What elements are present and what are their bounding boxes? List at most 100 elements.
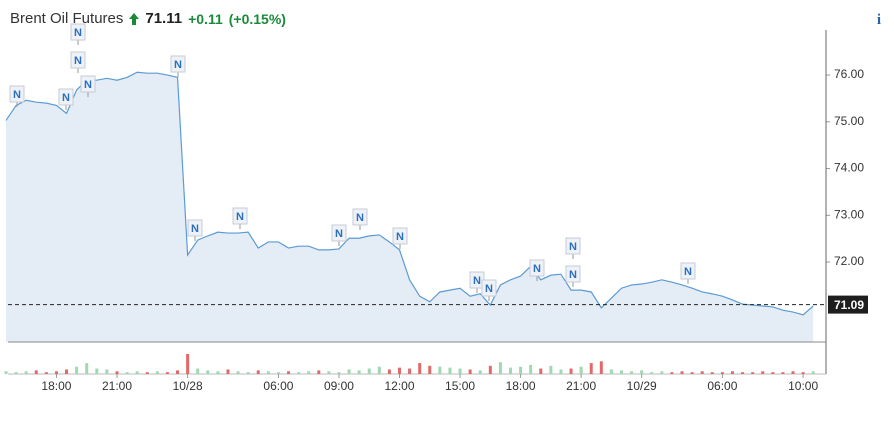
- volume-bar: [317, 370, 321, 374]
- volume-bar: [176, 370, 180, 374]
- x-tick-label: 21:00: [102, 379, 132, 393]
- volume-bar: [650, 372, 654, 374]
- x-tick-label: 18:00: [506, 379, 536, 393]
- news-marker[interactable]: N: [70, 23, 86, 45]
- x-tick-label: 15:00: [445, 379, 475, 393]
- volume-bar: [125, 372, 129, 374]
- news-label: N: [74, 27, 82, 39]
- volume-bar: [478, 370, 482, 374]
- volume-bar: [377, 366, 381, 374]
- news-label: N: [13, 89, 21, 101]
- volume-bar: [408, 368, 412, 374]
- volume-bar: [589, 363, 593, 374]
- x-tick-label: 18:00: [41, 379, 71, 393]
- volume-bar: [660, 371, 664, 374]
- x-tick-label: 09:00: [324, 379, 354, 393]
- volume-bar: [599, 361, 603, 374]
- volume-bar: [549, 365, 553, 374]
- volume-bar: [539, 368, 543, 374]
- news-box: [9, 85, 25, 103]
- news-label: N: [236, 211, 244, 223]
- volume-bar: [488, 365, 492, 374]
- volume-bar: [730, 371, 734, 374]
- news-marker[interactable]: N: [680, 262, 696, 284]
- volume-bar: [630, 371, 634, 374]
- news-marker[interactable]: N: [58, 88, 74, 110]
- volume-bar: [216, 371, 220, 374]
- volume-bar: [579, 366, 583, 374]
- news-marker[interactable]: N: [232, 207, 248, 229]
- y-tick-label: 74.00: [834, 161, 864, 175]
- volume-bar: [387, 369, 391, 374]
- volume-bar: [357, 370, 361, 374]
- x-tick-label: 21:00: [566, 379, 596, 393]
- volume-bar: [428, 365, 432, 374]
- volume-bar: [609, 369, 613, 374]
- volume-bar: [186, 354, 190, 374]
- volume-bar: [418, 363, 422, 374]
- news-marker[interactable]: N: [352, 208, 368, 230]
- price-change-pct: (+0.15%): [228, 10, 286, 27]
- volume-bar: [438, 366, 442, 374]
- volume-bar: [256, 370, 260, 374]
- news-marker[interactable]: N: [529, 259, 545, 281]
- volume-bar: [347, 369, 351, 374]
- volume-bar: [619, 370, 623, 374]
- news-marker[interactable]: N: [481, 279, 497, 301]
- volume-bar: [85, 363, 89, 374]
- news-box: [70, 51, 86, 69]
- news-marker[interactable]: N: [565, 265, 581, 287]
- news-box: [331, 224, 347, 242]
- news-marker[interactable]: N: [187, 219, 203, 241]
- x-tick-label: 06:00: [707, 379, 737, 393]
- volume-bar: [811, 371, 815, 374]
- volume-bar: [95, 368, 99, 374]
- volume-bar: [741, 372, 745, 374]
- volume-bar: [155, 371, 159, 374]
- news-label: N: [569, 241, 577, 253]
- volume-bar: [307, 371, 311, 374]
- news-box: [232, 207, 248, 225]
- y-tick-label: 76.00: [834, 67, 864, 81]
- x-tick-label: 10/29: [627, 379, 657, 393]
- news-box: [529, 259, 545, 277]
- news-marker[interactable]: N: [9, 85, 25, 107]
- news-box: [170, 55, 186, 73]
- news-marker[interactable]: N: [70, 51, 86, 73]
- news-label: N: [191, 223, 199, 235]
- volume-bar: [559, 369, 563, 374]
- news-label: N: [335, 228, 343, 240]
- x-tick-label: 10:00: [788, 379, 818, 393]
- volume-bar: [226, 369, 230, 374]
- info-button[interactable]: i: [876, 12, 882, 28]
- news-marker[interactable]: N: [80, 75, 96, 97]
- news-box: [565, 265, 581, 283]
- news-label: N: [473, 275, 481, 287]
- volume-bar: [700, 371, 704, 374]
- last-value-label: 71.09: [834, 298, 864, 312]
- news-marker[interactable]: N: [565, 237, 581, 259]
- news-marker[interactable]: N: [331, 224, 347, 246]
- volume-bar: [34, 370, 38, 374]
- price-line: [5, 71, 814, 316]
- price-area: [6, 72, 814, 343]
- news-label: N: [684, 266, 692, 278]
- news-label: N: [533, 263, 541, 275]
- last-price: 71.11: [145, 10, 183, 27]
- volume-bar: [206, 370, 210, 374]
- volume-bar: [196, 368, 200, 374]
- news-marker[interactable]: N: [170, 55, 186, 77]
- volume-bar: [75, 366, 79, 374]
- news-marker[interactable]: N: [392, 227, 408, 249]
- news-box: [565, 237, 581, 255]
- news-label: N: [174, 59, 182, 71]
- volume-bar: [640, 370, 644, 374]
- volume-bar: [246, 372, 250, 374]
- news-box: [392, 227, 408, 245]
- volume-bar: [498, 362, 502, 374]
- news-box: [481, 279, 497, 297]
- y-tick-label: 75.00: [834, 114, 864, 128]
- news-marker[interactable]: N: [469, 271, 485, 293]
- header: Brent Oil Futures 71.11 +0.11 (+0.15%): [10, 10, 286, 27]
